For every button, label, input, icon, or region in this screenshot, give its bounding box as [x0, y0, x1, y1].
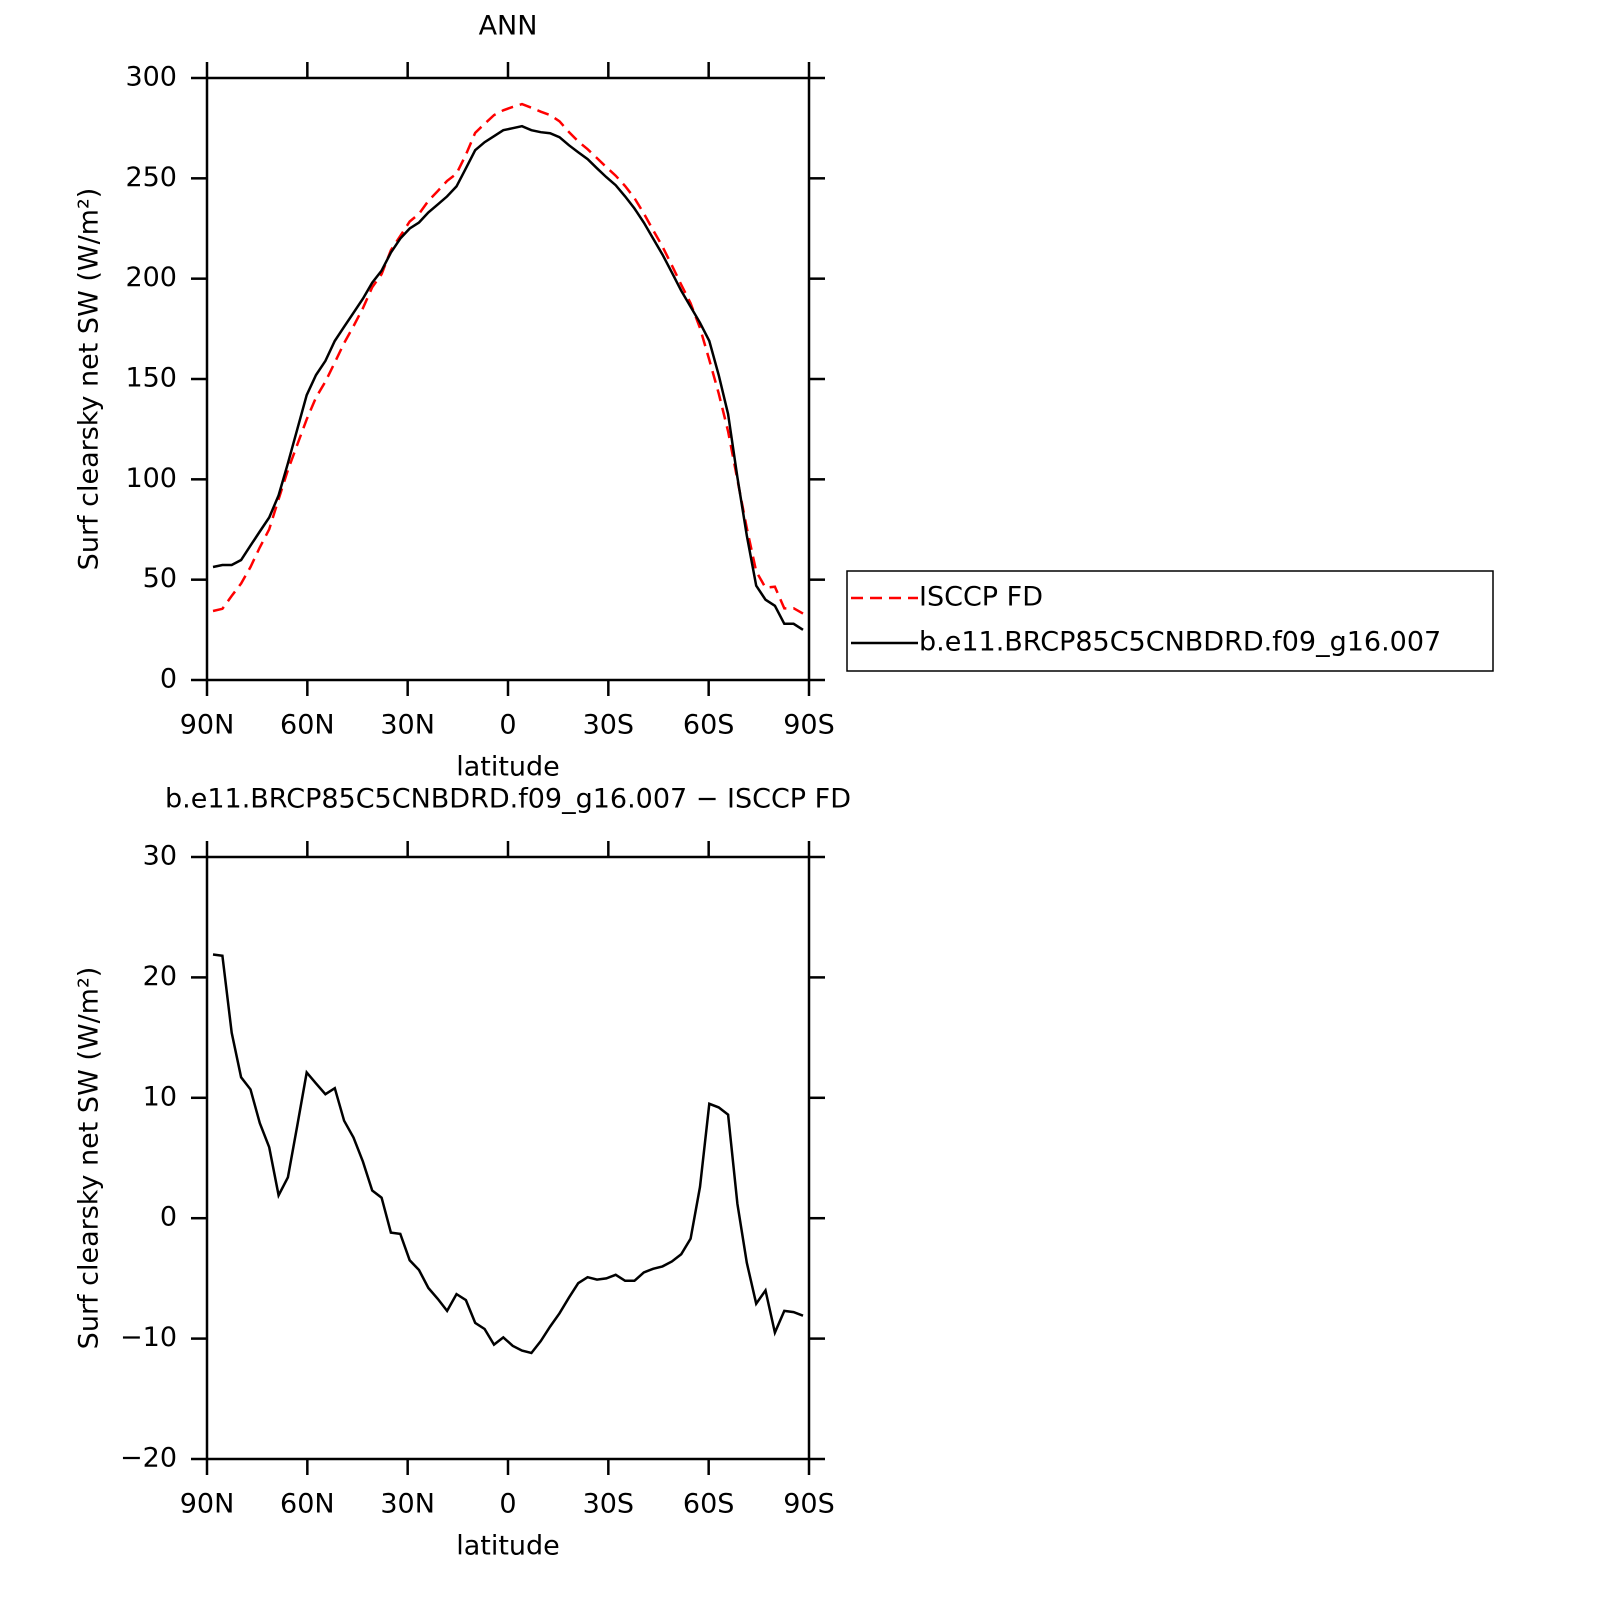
x-axis-label: latitude [456, 1531, 560, 1562]
legend-box [846, 570, 1494, 672]
chart-title: ANN [479, 11, 538, 42]
x-tick-label: 30N [380, 710, 435, 741]
x-tick-label: 90S [783, 710, 835, 741]
chart-title: b.e11.BRCP85C5CNBDRD.f09_g16.007 − ISCCP… [165, 784, 851, 815]
y-tick-label: −10 [120, 1322, 177, 1353]
y-tick-label: 20 [143, 961, 177, 992]
y-tick-label: 30 [143, 841, 177, 872]
legend-label: ISCCP FD [919, 582, 1043, 613]
y-tick-label: 0 [160, 1202, 177, 1233]
x-tick-label: 30N [380, 1489, 435, 1520]
y-tick-label: −20 [120, 1443, 177, 1474]
y-tick-label: 150 [125, 363, 177, 394]
plot-frame [205, 855, 811, 1461]
x-tick-label: 60S [683, 710, 735, 741]
x-tick-label: 60N [280, 710, 335, 741]
x-tick-label: 90S [783, 1489, 835, 1520]
x-tick-label: 60N [280, 1489, 335, 1520]
x-tick-label: 90N [180, 1489, 235, 1520]
y-tick-label: 250 [125, 162, 177, 193]
x-tick-label: 60S [683, 1489, 735, 1520]
x-tick-label: 0 [499, 710, 516, 741]
y-tick-label: 100 [125, 463, 177, 494]
y-tick-label: 50 [143, 563, 177, 594]
y-axis-label: Surf clearsky net SW (W/m²) [74, 188, 105, 571]
x-axis-label: latitude [456, 752, 560, 783]
y-axis-label: Surf clearsky net SW (W/m²) [74, 967, 105, 1350]
data-line [212, 102, 804, 615]
data-line [212, 953, 804, 1355]
x-tick-label: 90N [180, 710, 235, 741]
legend-label: b.e11.BRCP85C5CNBDRD.f09_g16.007 [919, 627, 1441, 658]
x-tick-label: 30S [583, 710, 635, 741]
data-line [212, 124, 804, 631]
y-tick-label: 0 [160, 664, 177, 695]
y-tick-label: 300 [125, 62, 177, 93]
y-tick-label: 200 [125, 262, 177, 293]
x-tick-label: 0 [499, 1489, 516, 1520]
x-tick-label: 30S [583, 1489, 635, 1520]
y-tick-label: 10 [143, 1081, 177, 1112]
